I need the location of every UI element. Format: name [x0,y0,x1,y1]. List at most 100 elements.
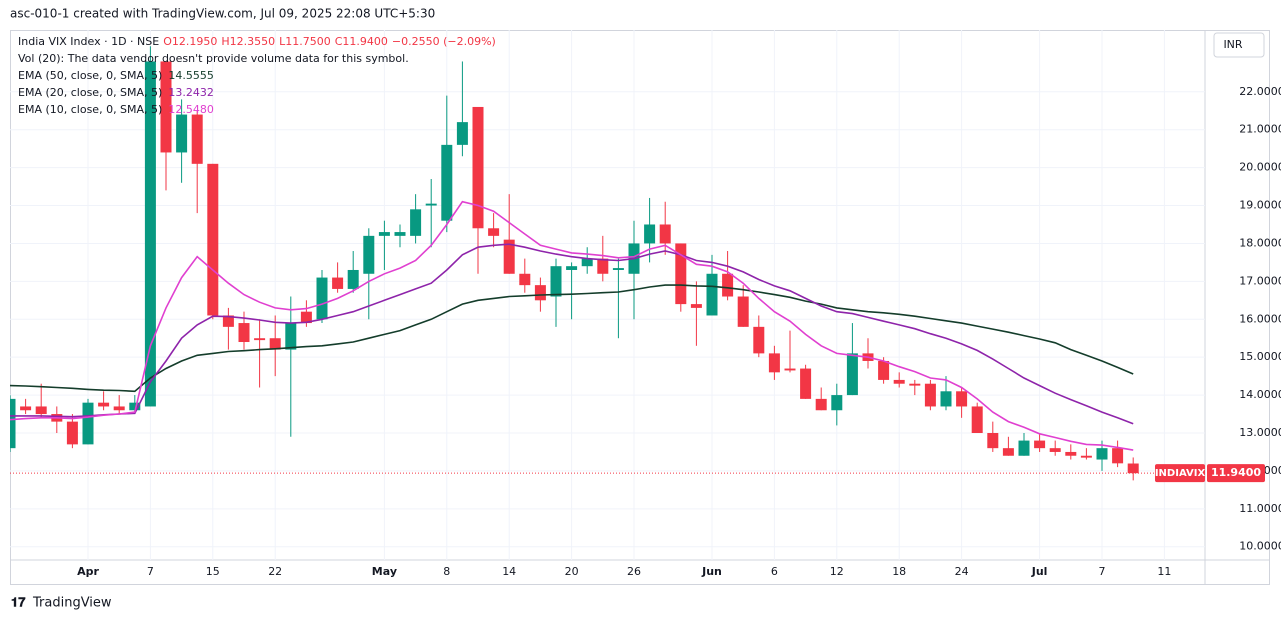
candle-body [285,323,297,350]
candle-body [456,122,468,145]
candle-body [690,304,702,308]
x-tick-label: 7 [147,565,154,578]
candle-body [1034,440,1046,449]
candle-body [238,323,250,343]
legend: India VIX Index · 1D · NSE O12.1950 H12.35… [18,35,496,116]
candle-body [66,421,78,445]
x-tick-label: Apr [77,565,99,578]
candle-body [784,368,796,371]
candle-body [425,203,437,206]
candle-body [20,406,32,411]
x-tick-label: 15 [206,565,220,578]
candle-body [332,277,344,289]
legend-entry: EMA (10, close, 0, SMA, 5) 12.5480 [18,103,214,116]
candle-body [82,402,94,445]
y-tick-label: 21.0000 [1239,123,1281,136]
plot-area [10,30,1205,560]
candle-body [893,379,905,384]
y-tick-label: 13.0000 [1239,426,1281,439]
currency: INR [1223,38,1242,51]
candle-body [394,232,406,236]
candle-body [191,114,203,164]
candle-body [503,239,515,274]
y-tick-label: 10.0000 [1239,540,1281,553]
legend-entry: EMA (50, close, 0, SMA, 5) 14.5555 [18,69,214,82]
legend-high: H12.3550 [221,35,275,48]
candle-body [924,383,936,407]
x-tick-label: 11 [1157,565,1171,578]
y-tick-label: 14.0000 [1239,388,1281,401]
candle-body [831,395,843,411]
x-tick-label: 7 [1099,565,1106,578]
currency-box[interactable] [1213,32,1265,58]
legend-open: O12.1950 [163,35,217,48]
y-tick-label: 16.0000 [1239,312,1281,325]
x-tick-label: Jul [1031,565,1048,578]
x-tick-label: 24 [955,565,969,578]
y-tick-label: 15.0000 [1239,350,1281,363]
candle-body [1002,448,1014,456]
candle-body [878,360,890,380]
candle-body [706,273,718,316]
x-tick-label: 20 [565,565,579,578]
candle-body [534,285,546,301]
candle-body [675,243,687,305]
candle-body [971,406,983,433]
legend-change: −0.2550 (−2.09%) [392,35,496,48]
x-tick-label: 8 [443,565,450,578]
x-tick-label: 26 [627,565,641,578]
candle-body [550,266,562,297]
legend-entry: EMA (20, close, 0, SMA, 5) 13.2432 [18,86,214,99]
candle-body [722,273,734,297]
candle-body [940,391,952,407]
candle-body [1049,448,1061,452]
candle-body [737,296,749,327]
candle-body [129,402,141,411]
x-tick-label: May [372,565,397,578]
candle-body [566,266,578,270]
candle-body [659,224,671,244]
y-tick-label: 11.0000 [1239,502,1281,515]
candle-body [472,106,484,229]
legend-name[interactable]: EMA (50, close, 0, SMA, 5) [18,69,162,82]
legend-value: 13.2432 [168,86,214,99]
legend-close: C11.9400 [335,35,388,48]
x-tick-label: Jun [701,565,722,578]
candle-body [597,258,609,274]
candle-body [363,235,375,274]
candle-body [160,61,172,153]
candle-body [581,258,593,267]
candle-body [1112,448,1124,464]
y-tick-label: 19.0000 [1239,199,1281,212]
candle-body [488,228,500,236]
legend-value: 12.5480 [168,103,214,116]
legend-symbol: India VIX Index · 1D · NSE [18,35,159,48]
candle-body [815,398,827,411]
candle-body [176,114,188,153]
ema-line [10,243,1134,425]
header: asc-010-1 created with TradingView.com, … [10,7,435,21]
frame [10,30,1270,585]
candle-body [753,326,765,354]
candle-body [846,353,858,396]
legend-value: 14.5555 [168,69,214,82]
legend-name[interactable]: EMA (10, close, 0, SMA, 5) [18,103,162,116]
legend-name[interactable]: EMA (20, close, 0, SMA, 5) [18,86,162,99]
candle-body [612,268,624,270]
legend-symbol-row: India VIX Index · 1D · NSE O12.1950 H12.35… [18,35,496,48]
candle-body [1127,463,1139,474]
candle-body [1018,440,1030,456]
candle-body [378,232,390,236]
footer: TradingView [32,596,112,611]
legend-low: L11.7500 [279,35,331,48]
candle-body [1096,448,1108,460]
x-tick-label: 12 [830,565,844,578]
x-tick-label: 6 [771,565,778,578]
last-price-name-box [1155,464,1205,483]
last-price-label: 11.9400 [1211,466,1261,479]
candle-body [987,432,999,449]
candle-body [519,273,531,286]
legend-volume: Vol (20): The data vendor doesn't provid… [18,52,409,65]
x-tick-label: 22 [268,565,282,578]
